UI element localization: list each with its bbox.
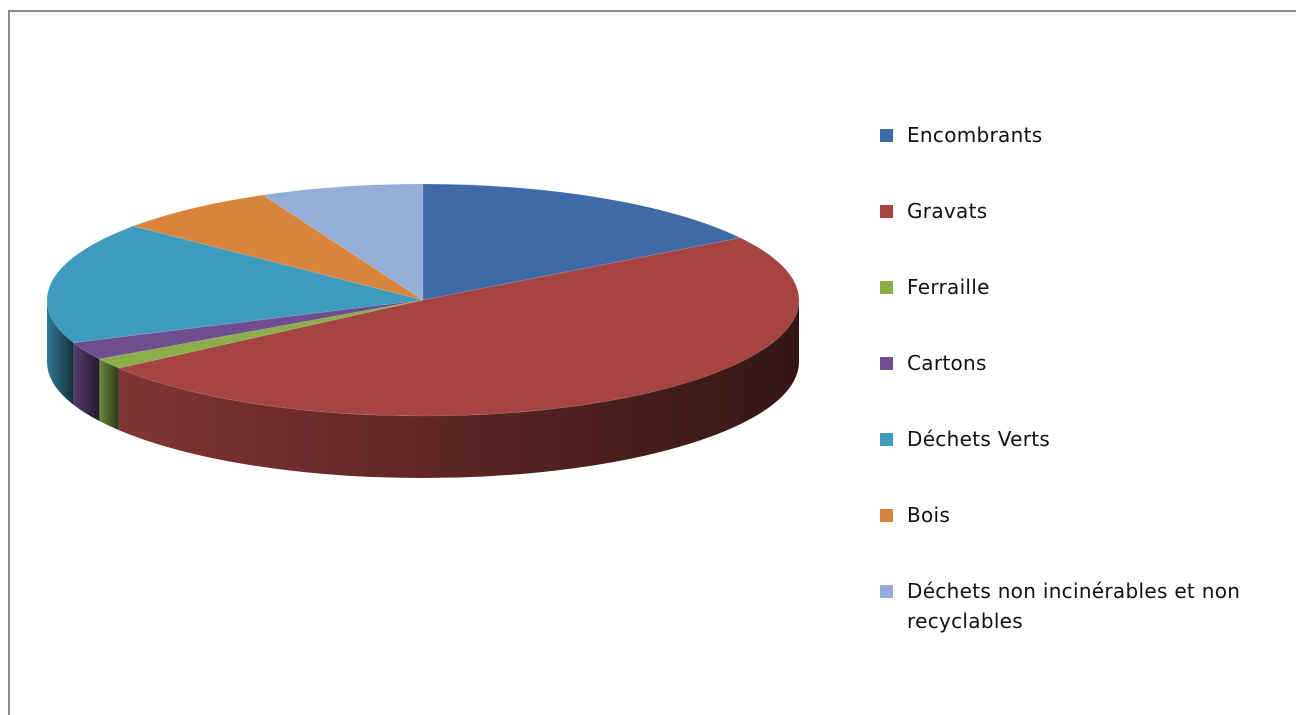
legend-label: Déchets Verts bbox=[907, 427, 1051, 451]
pie-slice-encombrants bbox=[422, 183, 742, 301]
legend-item: Déchets Verts bbox=[880, 424, 1287, 454]
chart-frame: Encombrants Gravats Ferraille Cartons Déchet… bbox=[8, 10, 1296, 715]
legend-label: Cartons bbox=[907, 351, 987, 375]
legend-swatch bbox=[880, 585, 893, 598]
pie-slice-ferraille bbox=[98, 299, 424, 369]
legend-swatch bbox=[880, 281, 893, 294]
pie-slice-side-ferraille bbox=[99, 359, 119, 431]
pie-slice-side-cartons bbox=[73, 342, 100, 422]
pie-slice-cartons bbox=[72, 299, 424, 360]
pie-slice-d-chets-non-incin-rables-et-non-recyclables bbox=[262, 183, 424, 301]
pie-chart bbox=[46, 183, 800, 478]
legend-label: Ferraille bbox=[907, 275, 990, 299]
legend-swatch bbox=[880, 129, 893, 142]
legend-item: Encombrants bbox=[880, 120, 1287, 150]
pie-slice-d-chets-verts bbox=[46, 225, 424, 344]
legend-item: Cartons bbox=[880, 348, 1287, 378]
legend-label: Encombrants bbox=[907, 123, 1043, 147]
pie-slice-gravats bbox=[117, 237, 800, 417]
legend-swatch bbox=[880, 433, 893, 446]
legend-swatch bbox=[880, 357, 893, 370]
legend-item: Ferraille bbox=[880, 272, 1287, 302]
pie-slice-side-d-chets-verts bbox=[47, 300, 74, 405]
pie-slice-side-gravats bbox=[118, 300, 799, 478]
legend-label: Bois bbox=[907, 503, 951, 527]
legend-label: Déchets non incinérables et non recyclab… bbox=[907, 579, 1241, 633]
pie-slice-bois bbox=[132, 194, 424, 301]
legend-swatch bbox=[880, 205, 893, 218]
legend-swatch bbox=[880, 509, 893, 522]
legend-label: Gravats bbox=[907, 199, 988, 223]
legend-item: Déchets non incinérables et non recyclab… bbox=[880, 576, 1287, 636]
legend-item: Gravats bbox=[880, 196, 1287, 226]
legend-item: Bois bbox=[880, 500, 1287, 530]
